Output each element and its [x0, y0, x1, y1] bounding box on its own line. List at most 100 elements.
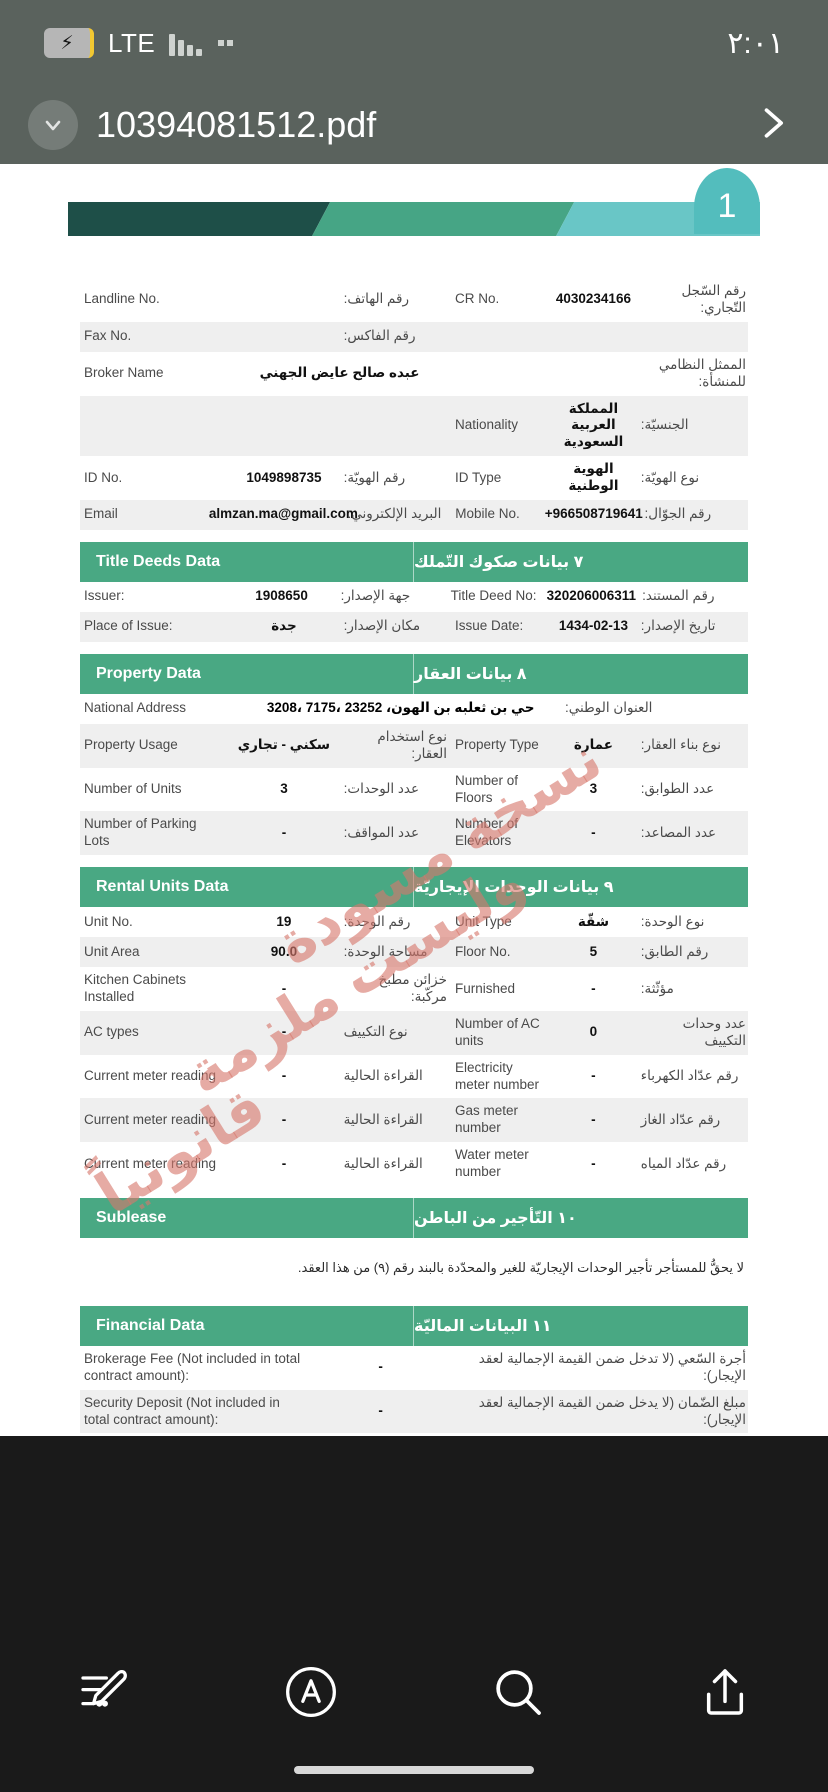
- battery-charging-icon: ⚡: [44, 28, 94, 58]
- cell-ar-value: -: [591, 824, 596, 840]
- home-indicator[interactable]: [294, 1766, 534, 1774]
- cell-ar-label2: رقم الطابق:: [640, 943, 709, 959]
- cell-en-label: Property Usage: [84, 737, 178, 753]
- cell-en-label2: CR No.: [454, 291, 500, 307]
- cell-en-label2: Number of Floors: [454, 772, 519, 805]
- cell-en-label2: Nationality: [454, 417, 519, 433]
- table-row: Email almzan.ma@gmail.com البريد الإلكتر…: [80, 499, 748, 530]
- annotate-icon[interactable]: [256, 1646, 366, 1738]
- ribbon-bars: [68, 202, 760, 236]
- table-row: Brokerage Fee (Not included in total con…: [80, 1346, 748, 1390]
- cell-en-value: 90.0: [270, 943, 298, 959]
- cell-ar-label: جهة الإصدار:: [340, 588, 411, 604]
- cell-en-value: -: [281, 1111, 287, 1127]
- status-bar-clock: ٢:٠١: [727, 26, 784, 60]
- pdf-viewport[interactable]: 1 نسخة مسودة وليست ملزمة قانونياً Landli…: [0, 164, 828, 1436]
- cell-ar-label2: رقم المستند:: [642, 588, 715, 604]
- cell-en-value: -: [281, 1024, 287, 1040]
- share-icon[interactable]: [670, 1646, 780, 1738]
- cell-en-value: -: [378, 1403, 383, 1419]
- cell-en-value: -: [281, 1068, 287, 1084]
- cell-en-value: 19: [276, 913, 292, 929]
- cell-en-value: [228, 278, 339, 322]
- cell-en-label2: Number of AC units: [454, 1015, 540, 1048]
- cell-ar-label2: رقم عدّاد الكهرباء: [640, 1068, 739, 1084]
- cell-ar-label: البريد الإلكتروني:: [347, 506, 442, 522]
- cell-ar-label: عدد المواقف:: [343, 824, 420, 840]
- table-row: Place of Issue: جدة مكان الإصدار: Issue …: [80, 611, 748, 642]
- cell-en-label: National Address: [84, 700, 187, 716]
- cell-en-label: AC types: [84, 1024, 139, 1040]
- chevron-down-icon[interactable]: [28, 100, 78, 150]
- network-type-label: LTE: [108, 27, 156, 58]
- cell-ar-label2: رقم عدّاد الغاز: [640, 1111, 721, 1127]
- cell-en-label2: Electricity Annual Amount:: [451, 1433, 550, 1436]
- sublease-note: لا يحقُّ للمستأجر تأجير الوحدات الإيجاري…: [297, 1259, 744, 1275]
- section-title-en: Property Data: [80, 653, 414, 694]
- cell-ar-value: [550, 322, 637, 352]
- cell-en-value: 1049898735: [246, 469, 322, 485]
- pdf-page-1: 1 نسخة مسودة وليست ملزمة قانونياً Landli…: [0, 164, 828, 1436]
- cell-ar-value: -: [591, 1068, 596, 1084]
- cell-en-label: Brokerage Fee (Not included in total con…: [84, 1350, 301, 1383]
- cell-ar-value: +966508719641: [544, 506, 643, 522]
- document-title-bar: 10394081512.pdf: [0, 86, 828, 164]
- table-row: Kitchen Cabinets Installed - خزائن مطبخ …: [80, 967, 748, 1011]
- cell-ar-value: -: [591, 1155, 596, 1171]
- cell-ar-value: [550, 352, 637, 396]
- cell-en-label2: Electricity meter number: [454, 1059, 540, 1092]
- cell-en-label: ID No.: [84, 469, 123, 485]
- cell-ar-label: القراءة الحالية: [343, 1068, 423, 1084]
- table-row: Unit No. 19 رقم الوحدة: Unit Type شقّة ن…: [80, 907, 748, 937]
- cell-ar-label: مساحة الوحدة:: [343, 943, 428, 959]
- cell-en-label: Current meter reading: [84, 1111, 217, 1127]
- cell-ar-value: 320206006311: [546, 588, 637, 604]
- cell-en-label2: ID Type: [454, 469, 502, 485]
- cell-en-label: Email: [84, 506, 118, 522]
- table-row: Issuer: 1908650 جهة الإصدار: Title Deed …: [80, 582, 748, 612]
- cell-en-value: almzan.ma@gmail.com: [208, 506, 358, 522]
- cell-en-label: Place of Issue:: [84, 618, 173, 634]
- cell-ar-label2: الممثل النظامي للمنشأة:: [658, 356, 746, 389]
- search-icon[interactable]: [463, 1646, 573, 1738]
- chevron-right-icon[interactable]: [744, 101, 800, 150]
- cell-en-label2: Floor No.: [454, 943, 511, 959]
- cell-en-label2: Furnished: [454, 980, 516, 996]
- table-row: Gas Annual Amount: - الأجرة السّنوية للغ…: [80, 1433, 748, 1436]
- cell-ar-label: الأجرة السّنوية للغاز:: [340, 1433, 451, 1436]
- cell-en-value: عبده صالح عايض الجهني: [259, 365, 420, 381]
- table-row: National Address حي بن ثعلبه بن الهون، 2…: [80, 694, 748, 724]
- cell-ar-label: رقم الوحدة:: [343, 913, 411, 929]
- cell-en-value: 3: [280, 781, 288, 797]
- cell-en-value: -: [281, 1155, 287, 1171]
- cell-en-value: 1908650: [255, 588, 308, 604]
- table-row: Security Deposit (Not included in total …: [80, 1389, 748, 1434]
- cell-ar-label: نوع استخدام العقار:: [377, 728, 447, 761]
- cell-ar-value: -: [550, 1433, 637, 1436]
- cell-ar-label2: نوع بناء العقار:: [640, 737, 721, 753]
- table-row: AC types - نوع التكييف Number of AC unit…: [80, 1010, 748, 1055]
- cell-ar-label2: مبلغ الضّمان (لا يدخل ضمن القيمة الإجمال…: [478, 1394, 746, 1427]
- cell-ar-label2: رقم الجوّال:: [644, 506, 712, 522]
- cell-ar-label2: رقم السّجل التّجاري:: [681, 283, 746, 315]
- section-header-property-data: Property Data ٨ بيانات العقار: [80, 653, 748, 694]
- cell-en-label2: Water meter number: [454, 1147, 529, 1179]
- cell-ar-value: المملكة العربية السعودية: [563, 400, 624, 450]
- section-header-rental-units: Rental Units Data ٩ بيانات الوحدات الإيج…: [80, 867, 748, 908]
- signal-bars-icon: [169, 30, 203, 56]
- table-row: Current meter reading - القراءة الحالية …: [80, 1142, 748, 1186]
- cell-en-label2: Issue Date:: [454, 618, 524, 634]
- cell-ar-label: عدد الوحدات:: [343, 781, 420, 797]
- cell-en-label: Broker Name: [84, 365, 164, 381]
- cell-en-label: Security Deposit (Not included in total …: [84, 1394, 280, 1427]
- cell-en-value: سكني - تجاري: [237, 737, 331, 753]
- cell-en-label: Current meter reading: [84, 1155, 217, 1171]
- cell-en-label: Number of Parking Lots: [84, 816, 197, 849]
- markup-icon[interactable]: [49, 1646, 159, 1738]
- cell-ar-value: عمارة: [573, 737, 613, 753]
- cell-ar-label2: عدد المصاعد:: [640, 824, 717, 840]
- section-title-ar: ٧ بيانات صكوك التّملك: [414, 553, 584, 571]
- cell-en-label2: Property Type: [454, 737, 539, 753]
- status-bar: ⚡ LTE ٢:٠١: [0, 0, 828, 86]
